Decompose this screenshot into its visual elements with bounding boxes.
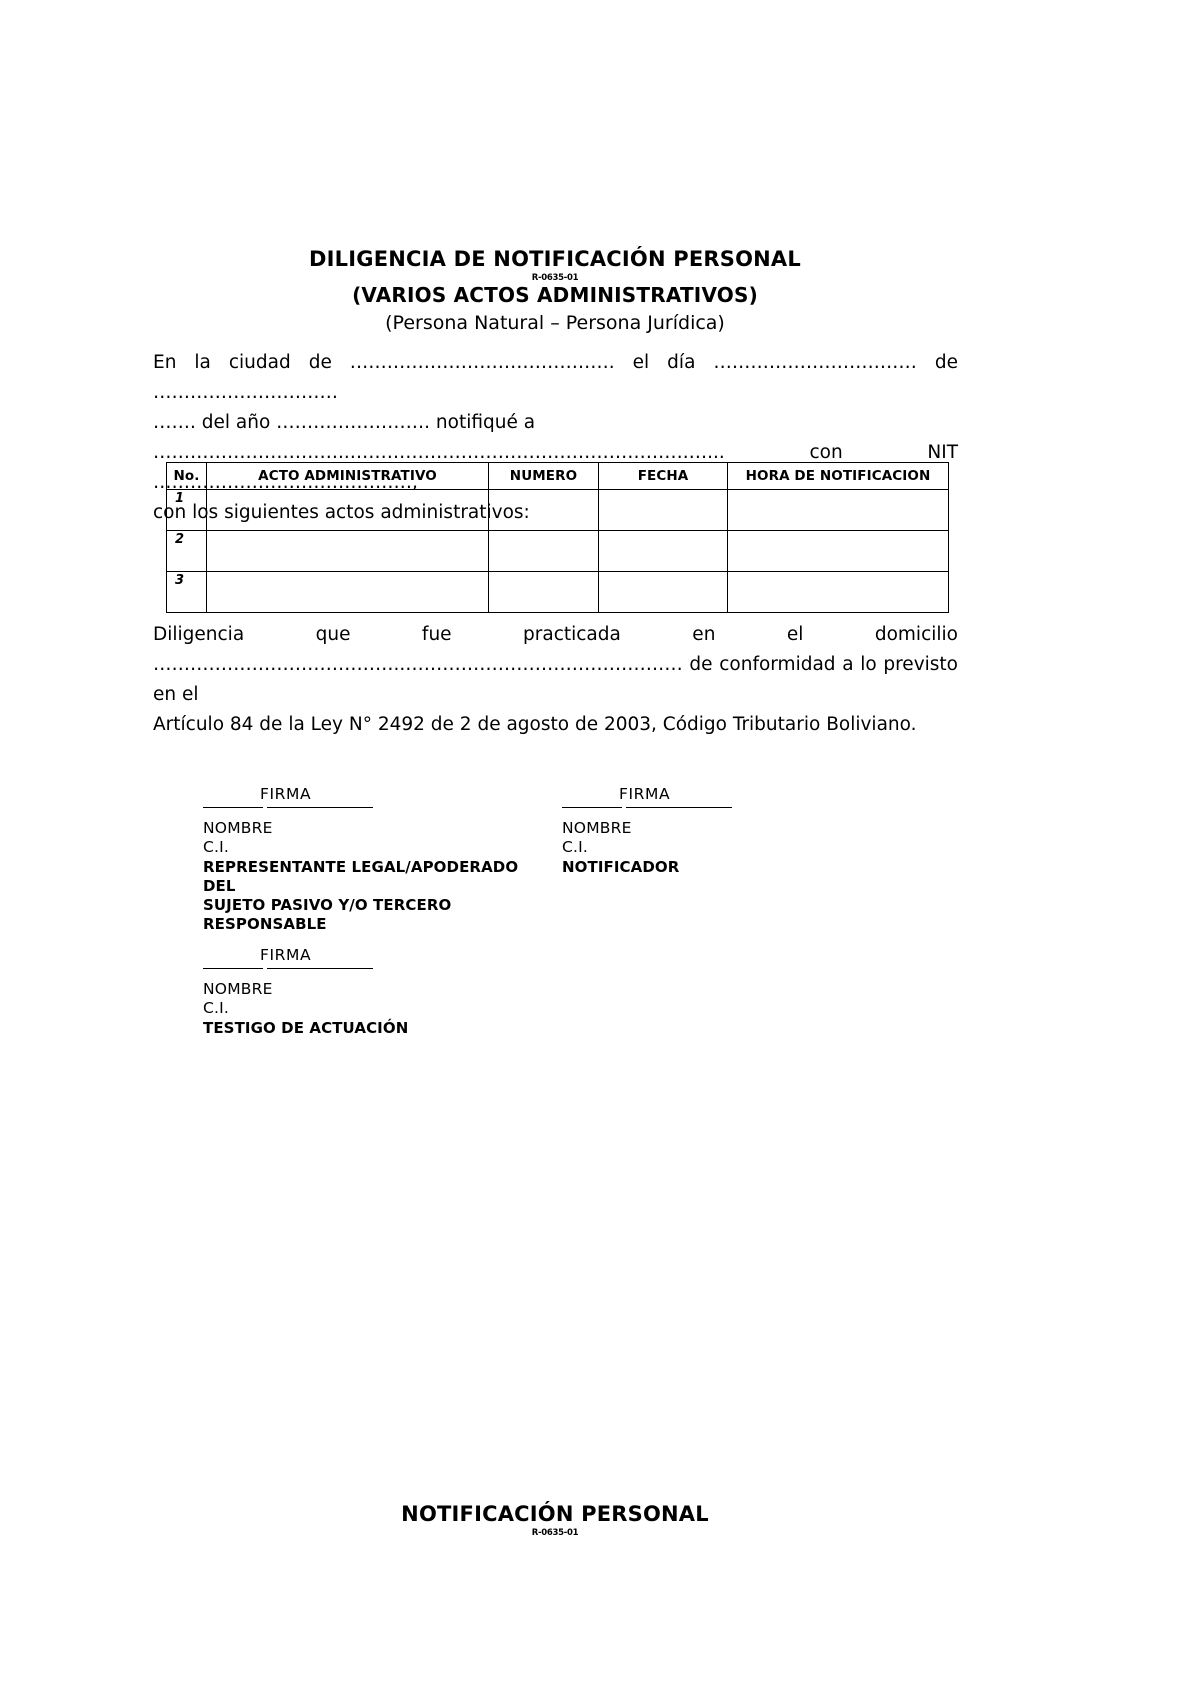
cell-numero[interactable] — [488, 571, 599, 613]
signature-block-notificador: FIRMA NOMBRE C.I. NOTIFICADOR — [562, 785, 892, 877]
column-header-hora: HORA DE NOTIFICACION — [727, 462, 949, 490]
closing-line-3: Artículo 84 de la Ley N° 2492 de 2 de ag… — [153, 714, 917, 735]
signature-rule-right — [267, 968, 373, 969]
signature-label-firma: FIRMA — [619, 785, 671, 803]
signature-field-nombre: NOMBRE — [203, 819, 273, 837]
cell-acto-administrativo[interactable] — [206, 530, 489, 572]
intro-line-1: En la ciudad de ……………………………………. el día …… — [153, 352, 958, 403]
signature-field-nombre: NOMBRE — [562, 819, 632, 837]
cell-acto-administrativo[interactable] — [206, 571, 489, 613]
administrative-acts-table: No. ACTO ADMINISTRATIVO NUMERO FECHA HOR… — [166, 462, 949, 613]
table-row: 1 — [166, 489, 949, 531]
column-header-acto: ACTO ADMINISTRATIVO — [206, 462, 489, 490]
row-number: 1 — [166, 489, 207, 531]
cell-fecha[interactable] — [598, 530, 728, 572]
signature-role-line-2: SUJETO PASIVO Y/O TERCERO RESPONSABLE — [203, 896, 452, 933]
column-header-numero: NUMERO — [488, 462, 599, 490]
signature-block-representante: FIRMA NOMBRE C.I. REPRESENTANTE LEGAL/AP… — [203, 785, 533, 934]
closing-line-2: …………………………………..……………………………………… de confor… — [153, 654, 958, 705]
signature-role-line-1: TESTIGO DE ACTUACIÓN — [203, 1019, 409, 1037]
cell-numero[interactable] — [488, 530, 599, 572]
form-code-top: R-0635-01 — [531, 272, 579, 283]
cell-hora-notificacion[interactable] — [727, 489, 949, 531]
closing-paragraph: Diligencia que fue practicada en el domi… — [153, 620, 958, 740]
signature-line[interactable] — [562, 807, 732, 819]
cell-fecha[interactable] — [598, 489, 728, 531]
footer-title: NOTIFICACIÓN PERSONAL — [401, 1502, 709, 1526]
form-code-bottom: R-0635-01 — [531, 1528, 579, 1539]
signature-field-ci: C.I. — [203, 838, 230, 856]
signature-field-ci: C.I. — [562, 838, 589, 856]
document-header: DILIGENCIA DE NOTIFICACIÓN PERSONAL R-06… — [150, 247, 960, 335]
signature-field-ci: C.I. — [203, 999, 230, 1017]
signature-rule-left — [203, 807, 263, 808]
row-number: 3 — [166, 571, 207, 613]
cell-numero[interactable] — [488, 489, 599, 531]
signature-label-firma: FIRMA — [260, 946, 312, 964]
signature-role-line-1: NOTIFICADOR — [562, 858, 680, 876]
table-header-row: No. ACTO ADMINISTRATIVO NUMERO FECHA HOR… — [166, 462, 949, 490]
signature-block-testigo: FIRMA NOMBRE C.I. TESTIGO DE ACTUACIÓN — [203, 946, 533, 1038]
document-subtitle: (VARIOS ACTOS ADMINISTRATIVOS) — [352, 283, 758, 308]
signature-rule-left — [203, 968, 263, 969]
closing-line-1: Diligencia que fue practicada en el domi… — [153, 624, 958, 645]
signature-role-line-1: REPRESENTANTE LEGAL/APODERADO DEL — [203, 858, 519, 895]
cell-acto-administrativo[interactable] — [206, 489, 489, 531]
signature-field-nombre: NOMBRE — [203, 980, 273, 998]
column-header-fecha: FECHA — [598, 462, 728, 490]
cell-hora-notificacion[interactable] — [727, 530, 949, 572]
document-footer: NOTIFICACIÓN PERSONAL R-0635-01 — [150, 1502, 960, 1538]
signature-label-firma: FIRMA — [260, 785, 312, 803]
table-row: 2 — [166, 530, 949, 572]
row-number: 2 — [166, 530, 207, 572]
column-header-no: No. — [166, 462, 207, 490]
cell-fecha[interactable] — [598, 571, 728, 613]
signature-rule-right — [626, 807, 732, 808]
cell-hora-notificacion[interactable] — [727, 571, 949, 613]
signature-line[interactable] — [203, 968, 373, 980]
page-title: DILIGENCIA DE NOTIFICACIÓN PERSONAL — [309, 247, 801, 271]
signature-rule-left — [562, 807, 622, 808]
intro-line-2: ……. del año ……………………. notifiqué a — [153, 412, 536, 433]
signature-line[interactable] — [203, 807, 373, 819]
document-subtitle-secondary: (Persona Natural – Persona Jurídica) — [385, 312, 725, 335]
signature-rule-right — [267, 807, 373, 808]
table-row: 3 — [166, 571, 949, 613]
